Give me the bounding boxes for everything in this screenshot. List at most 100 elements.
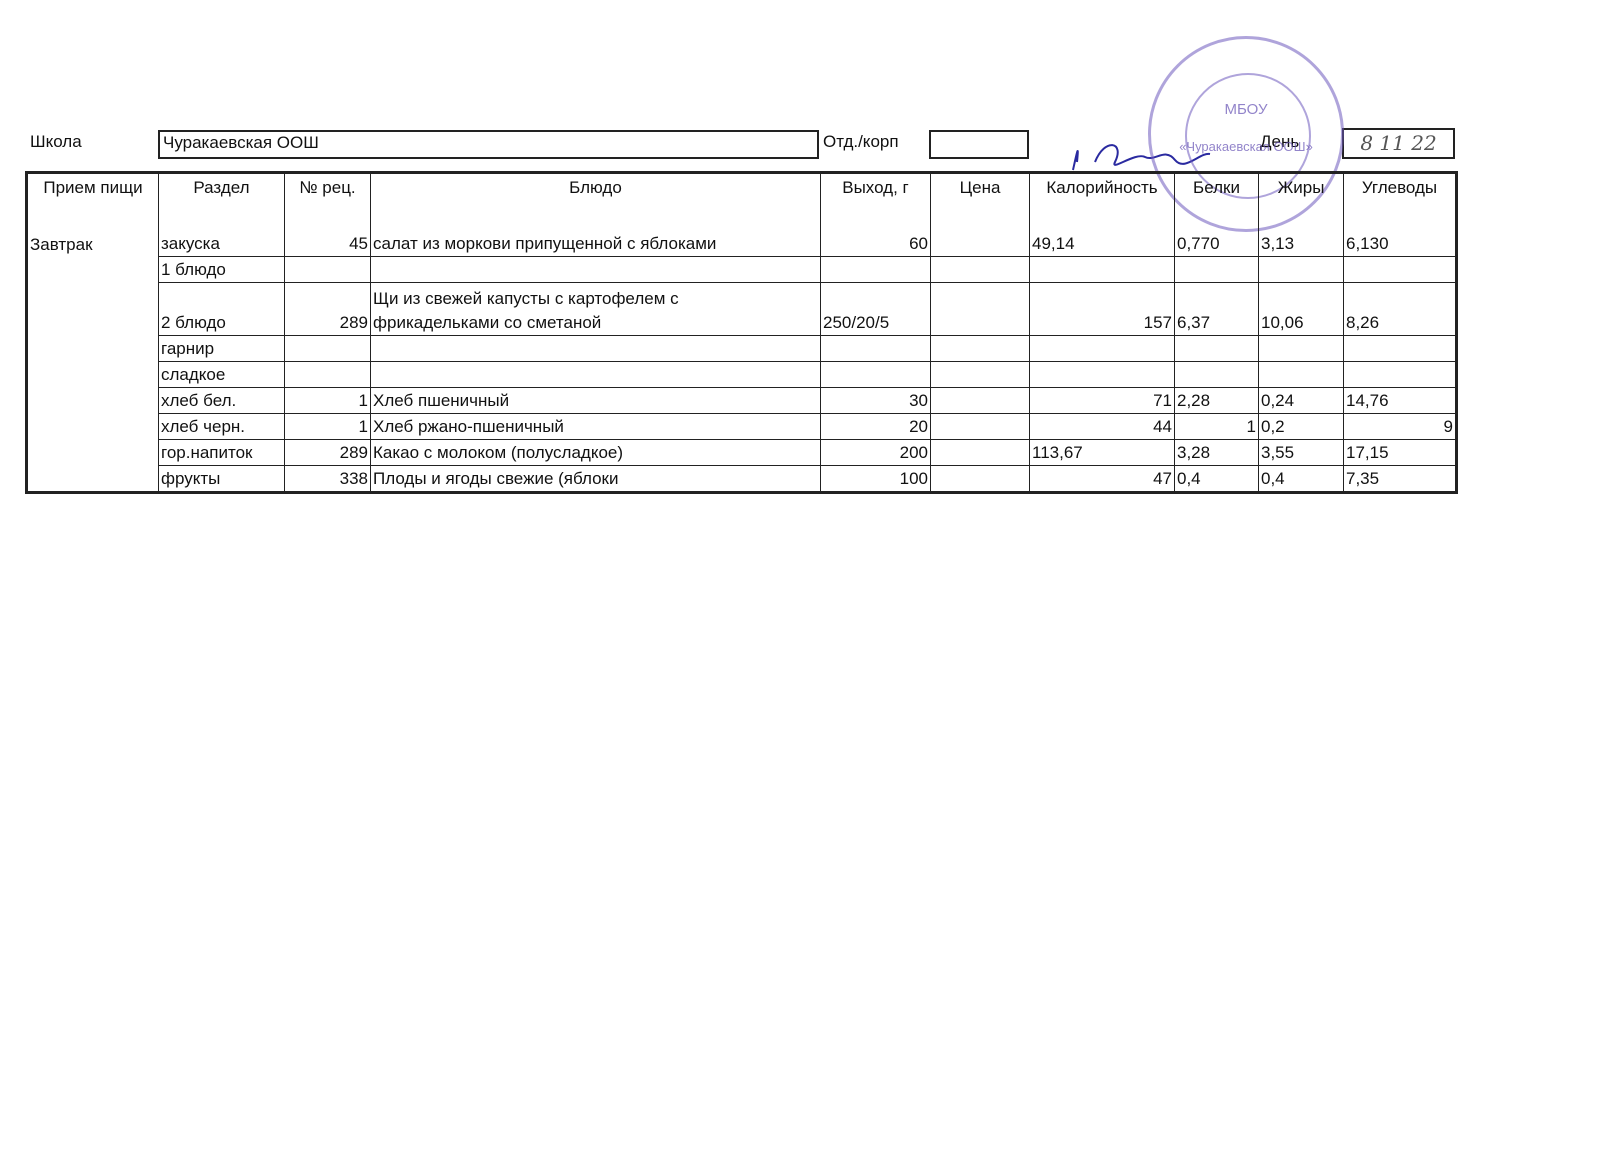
cell — [284, 361, 371, 388]
cell: 49,14 — [1029, 204, 1175, 257]
dept-box — [929, 130, 1029, 159]
cell: 200 — [820, 439, 931, 466]
cell: Хлеб ржано-пшеничный — [370, 413, 821, 440]
cell: 113,67 — [1029, 439, 1175, 466]
dept-label: Отд./корп — [823, 132, 899, 151]
cell: 30 — [820, 387, 931, 414]
column-header: Цена — [930, 172, 1030, 204]
cell: 9 — [1343, 413, 1457, 440]
cell — [930, 282, 1030, 336]
cell: гор.напиток — [158, 439, 285, 466]
column-header: Белки — [1174, 172, 1259, 204]
header-row: Прием пищи Раздел № рец. Блюдо Выход, г Цена К… — [26, 172, 1457, 204]
menu-row: хлеб бел. 1 Хлеб пшеничный 30 71 2,28 0,24 14,7… — [26, 387, 1457, 414]
cell: Какао с молоком (полусладкое) — [370, 439, 821, 466]
cell — [370, 256, 821, 283]
cell — [26, 282, 159, 336]
cell: 100 — [820, 465, 931, 493]
cell — [930, 335, 1030, 362]
menu-row: гарнир — [26, 335, 1457, 362]
cell: 17,15 — [1343, 439, 1457, 466]
cell — [930, 361, 1030, 388]
menu-row: 1 блюдо — [26, 256, 1457, 283]
menu-row: хлеб черн. 1 Хлеб ржано-пшеничный 20 44 1 0,2 9 — [26, 413, 1457, 440]
cell — [284, 256, 371, 283]
cell — [1343, 335, 1457, 362]
cell — [26, 335, 159, 362]
cell — [1343, 256, 1457, 283]
cell — [26, 413, 159, 440]
cell: 0,4 — [1174, 465, 1259, 493]
cell — [930, 387, 1030, 414]
cell: закуска — [158, 204, 285, 257]
cell — [930, 465, 1030, 493]
cell: 3,28 — [1174, 439, 1259, 466]
cell — [26, 256, 159, 283]
cell: 1 блюдо — [158, 256, 285, 283]
cell: 47 — [1029, 465, 1175, 493]
cell: 0,2 — [1258, 413, 1344, 440]
menu-row: гор.напиток 289 Какао с молоком (полусладк… — [26, 439, 1457, 466]
menu-row: сладкое — [26, 361, 1457, 388]
cell: 10,06 — [1258, 282, 1344, 336]
cell — [1174, 256, 1259, 283]
menu-row: Завтрак закуска 45 салат из моркови припуще… — [26, 204, 1457, 257]
cell: 1 — [284, 387, 371, 414]
cell: 3,13 — [1258, 204, 1344, 257]
column-header: Жиры — [1258, 172, 1344, 204]
column-header: № рец. — [284, 172, 371, 204]
menu-row: фрукты 338 Плоды и ягоды свежие (яблоки 100… — [26, 465, 1457, 493]
cell: Завтрак — [26, 204, 159, 257]
cell: салат из моркови припущенной с яблоками — [370, 204, 821, 257]
cell: 250/20/5 — [820, 282, 931, 336]
cell — [370, 361, 821, 388]
cell: сладкое — [158, 361, 285, 388]
cell: 157 — [1029, 282, 1175, 336]
cell — [1258, 335, 1344, 362]
cell: 60 — [820, 204, 931, 257]
cell — [1258, 256, 1344, 283]
cell — [26, 361, 159, 388]
cell — [26, 387, 159, 414]
column-header: Раздел — [158, 172, 285, 204]
cell: хлеб бел. — [158, 387, 285, 414]
cell — [820, 256, 931, 283]
cell: Плоды и ягоды свежие (яблоки — [370, 465, 821, 493]
menu-table: Прием пищи Раздел № рец. Блюдо Выход, г Цена К… — [25, 171, 1458, 494]
cell — [284, 335, 371, 362]
cell: фрукты — [158, 465, 285, 493]
cell: 0,24 — [1258, 387, 1344, 414]
stamp-name: «Чуракаевская ООШ» — [1179, 139, 1313, 154]
column-header: Калорийность — [1029, 172, 1175, 204]
cell — [1174, 361, 1259, 388]
cell — [930, 204, 1030, 257]
cell: Щи из свежей капусты с картофелем с фрик… — [370, 282, 821, 336]
cell — [26, 465, 159, 493]
cell: 289 — [284, 439, 371, 466]
cell: 1 — [284, 413, 371, 440]
cell: 6,130 — [1343, 204, 1457, 257]
column-header: Прием пищи — [26, 172, 159, 204]
school-name: Чуракаевская ООШ — [158, 130, 819, 159]
cell — [1258, 361, 1344, 388]
cell: 2 блюдо — [158, 282, 285, 336]
cell: 45 — [284, 204, 371, 257]
cell — [26, 439, 159, 466]
cell: 3,55 — [1258, 439, 1344, 466]
cell: 0,4 — [1258, 465, 1344, 493]
column-header: Углеводы — [1343, 172, 1457, 204]
cell — [370, 335, 821, 362]
cell: 7,35 — [1343, 465, 1457, 493]
school-label: Школа — [30, 132, 82, 151]
cell: хлеб черн. — [158, 413, 285, 440]
cell: 6,37 — [1174, 282, 1259, 336]
cell: 8,26 — [1343, 282, 1457, 336]
cell: 14,76 — [1343, 387, 1457, 414]
cell: 1 — [1174, 413, 1259, 440]
cell: Хлеб пшеничный — [370, 387, 821, 414]
cell: 44 — [1029, 413, 1175, 440]
column-header: Блюдо — [370, 172, 821, 204]
cell — [1029, 335, 1175, 362]
cell: 0,770 — [1174, 204, 1259, 257]
cell — [820, 361, 931, 388]
